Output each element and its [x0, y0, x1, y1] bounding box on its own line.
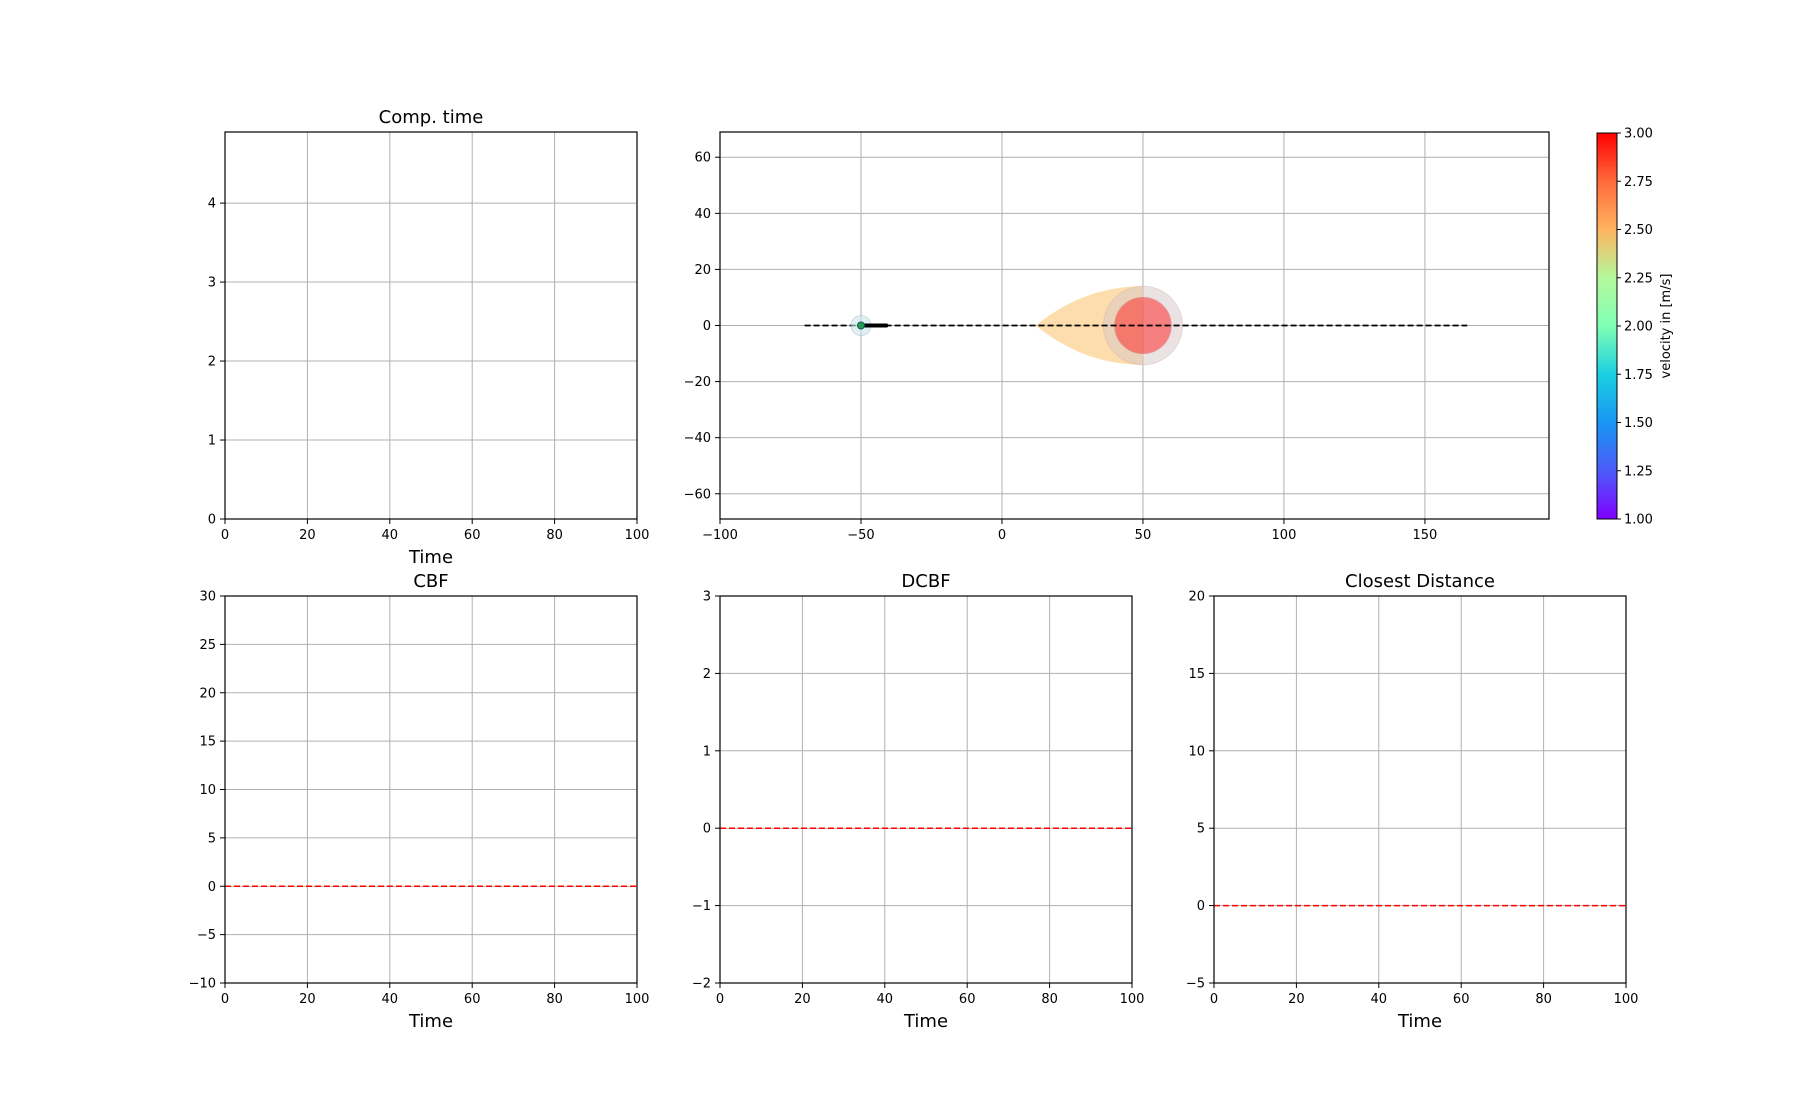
y-tick-label: −60 — [684, 487, 711, 502]
x-tick-label: 50 — [1135, 528, 1152, 543]
y-tick-label: 3 — [208, 276, 216, 291]
colorbar-tick-label: 2.25 — [1624, 271, 1653, 286]
x-tick-label: 80 — [1041, 992, 1058, 1007]
x-tick-label: −50 — [847, 528, 874, 543]
ego-vehicle-marker — [856, 321, 865, 330]
y-tick-label: 0 — [1197, 899, 1205, 914]
x-tick-label: 100 — [1120, 992, 1145, 1007]
x-tick-label: 100 — [625, 992, 650, 1007]
x-tick-label: 40 — [382, 992, 399, 1007]
x-tick-label: 80 — [546, 992, 563, 1007]
x-tick-label: 80 — [1535, 992, 1552, 1007]
y-tick-label: 3 — [703, 590, 711, 605]
x-tick-label: 20 — [794, 992, 811, 1007]
x-tick-label: 0 — [998, 528, 1006, 543]
y-tick-label: 0 — [208, 880, 216, 895]
x-tick-label: 80 — [546, 528, 563, 543]
colorbar-tick-label: 3.00 — [1624, 127, 1653, 142]
y-tick-label: 2 — [208, 355, 216, 370]
x-tick-label: −100 — [702, 528, 738, 543]
closest-distance-plot: 0 20 40 60 80 100 −5 0 5 10 15 20 Closest Distance Ti… — [1186, 571, 1639, 1032]
y-tick-label: 0 — [703, 319, 711, 334]
x-tick-label: 60 — [464, 992, 481, 1007]
x-tick-label: 100 — [1614, 992, 1639, 1007]
x-tick-label: 20 — [299, 528, 316, 543]
x-axis-label: Time — [408, 547, 453, 568]
y-tick-label: 60 — [694, 151, 711, 166]
y-tick-label: 20 — [1188, 590, 1205, 605]
colorbar-tick-label: 1.00 — [1624, 513, 1653, 528]
y-tick-label: 40 — [694, 207, 711, 222]
plot-frame — [719, 131, 1550, 520]
velocity-colorbar: 3.00 2.75 2.50 2.25 2.00 1.75 1.50 1.25 1.00 velo… — [1596, 127, 1674, 528]
y-tick-label: 1 — [703, 744, 711, 759]
y-tick-label: −10 — [189, 977, 216, 992]
colorbar-tick-label: 2.75 — [1624, 175, 1653, 190]
plot-title: Closest Distance — [1345, 571, 1495, 592]
trajectory-plot: −100 −50 0 50 100 150 −60 −40 −20 0 20 40 60 — [684, 131, 1550, 543]
y-tick-label: −2 — [692, 977, 711, 992]
x-tick-label: 60 — [464, 528, 481, 543]
colorbar-tick-label: 1.25 — [1624, 464, 1653, 479]
colorbar-label: velocity in [m/s] — [1659, 274, 1674, 379]
y-tick-label: 0 — [208, 513, 216, 528]
x-tick-label: 100 — [1272, 528, 1297, 543]
x-axis-label: Time — [903, 1011, 948, 1032]
x-tick-label: 40 — [877, 992, 894, 1007]
plot-title: DCBF — [901, 571, 950, 592]
y-tick-label: 30 — [199, 590, 216, 605]
plot-frame — [224, 595, 638, 984]
x-tick-label: 20 — [1288, 992, 1305, 1007]
plot-frame — [1213, 595, 1627, 984]
y-tick-label: −5 — [1186, 977, 1205, 992]
y-tick-label: 5 — [1197, 822, 1205, 837]
y-tick-label: 20 — [199, 686, 216, 701]
dcbf-plot: 0 20 40 60 80 100 −2 −1 0 1 2 3 DCBF Time — [692, 571, 1145, 1032]
y-tick-label: 20 — [694, 263, 711, 278]
y-tick-label: −1 — [692, 899, 711, 914]
plot-title: CBF — [413, 571, 448, 592]
y-tick-label: 4 — [208, 197, 216, 212]
y-tick-label: 10 — [199, 783, 216, 798]
y-tick-label: 25 — [199, 638, 216, 653]
x-tick-label: 20 — [299, 992, 316, 1007]
x-tick-label: 100 — [625, 528, 650, 543]
x-tick-label: 0 — [221, 528, 229, 543]
y-tick-label: 15 — [1188, 667, 1205, 682]
x-tick-label: 150 — [1413, 528, 1438, 543]
colorbar-tick-label: 1.75 — [1624, 368, 1653, 383]
x-tick-label: 0 — [1210, 992, 1218, 1007]
y-tick-label: −20 — [684, 375, 711, 390]
plot-frame — [224, 131, 638, 520]
y-tick-label: 10 — [1188, 744, 1205, 759]
colorbar-tick-label: 1.50 — [1624, 416, 1653, 431]
x-tick-label: 40 — [1371, 992, 1388, 1007]
y-tick-label: 15 — [199, 735, 216, 750]
x-tick-label: 0 — [716, 992, 724, 1007]
y-tick-label: −40 — [684, 431, 711, 446]
plot-frame — [719, 595, 1133, 984]
cbf-plot: 0 20 40 60 80 100 −10 −5 0 5 10 15 20 25 30 CBF Time — [189, 571, 650, 1032]
colorbar-tick-label: 2.00 — [1624, 320, 1653, 335]
x-axis-label: Time — [408, 1011, 453, 1032]
y-tick-label: 0 — [703, 822, 711, 837]
x-axis-label: Time — [1397, 1011, 1442, 1032]
y-tick-label: −5 — [197, 928, 216, 943]
x-tick-label: 0 — [221, 992, 229, 1007]
comp-time-plot: 0 20 40 60 80 100 0 1 2 3 4 Comp. time Time — [208, 107, 650, 568]
x-tick-label: 60 — [959, 992, 976, 1007]
plot-title: Comp. time — [379, 107, 484, 128]
colorbar-gradient — [1596, 132, 1618, 520]
y-tick-label: 5 — [208, 831, 216, 846]
x-tick-label: 40 — [382, 528, 399, 543]
x-tick-label: 60 — [1453, 992, 1470, 1007]
y-tick-label: 2 — [703, 667, 711, 682]
colorbar-tick-label: 2.50 — [1624, 223, 1653, 238]
y-tick-label: 1 — [208, 434, 216, 449]
